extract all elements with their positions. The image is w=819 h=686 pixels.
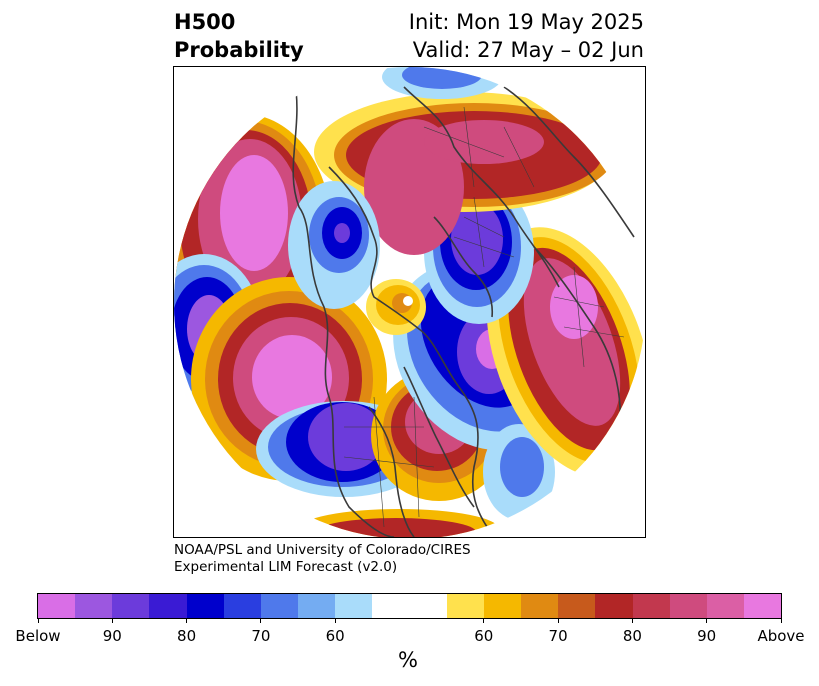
anomaly-above-europe: [486, 227, 645, 477]
colorbar-tick-mark: [37, 618, 39, 623]
colorbar-segment: [446, 594, 484, 618]
polar-map-svg: [174, 67, 645, 537]
title-line-variable: H500: [174, 10, 236, 34]
colorbar-tick-label: 90: [697, 627, 717, 645]
colorbar-segment: [335, 594, 373, 618]
colorbar-tick-mark: [706, 618, 708, 623]
colorbar-segment: [223, 594, 261, 618]
colorbar-segment: [112, 594, 150, 618]
colorbar-tick-mark: [557, 618, 559, 623]
anomaly-above-pole: [366, 279, 426, 335]
credit-text: NOAA/PSL and University of Colorado/CIRE…: [174, 542, 471, 576]
colorbar-tick-label: Above: [757, 627, 805, 645]
colorbar-tick-mark: [631, 618, 633, 623]
colorbar-segment: [38, 594, 76, 618]
map-title: H500 Probability: [174, 8, 304, 64]
colorbar-segment: [298, 594, 336, 618]
init-date: Init: Mon 19 May 2025: [408, 10, 644, 34]
valid-date: Valid: 27 May – 02 Jun: [412, 38, 644, 62]
colorbar-segment: [706, 594, 744, 618]
colorbar-tick-mark: [483, 618, 485, 623]
title-line-quantity: Probability: [174, 38, 304, 62]
colorbar-segment: [595, 594, 633, 618]
colorbar-segment: [260, 594, 299, 618]
colorbar-tick-mark: [111, 618, 113, 623]
colorbar-segment: [632, 594, 670, 618]
anomaly-below-alaska: [288, 181, 380, 309]
colorbar-tick-label: 80: [177, 627, 197, 645]
borders: [343, 106, 625, 528]
colorbar-segment: [372, 594, 410, 618]
colorbar-tick-mark: [186, 618, 188, 623]
colorbar-tick-label: Below: [15, 627, 61, 645]
coastlines: [292, 76, 635, 537]
colorbar-tick-mark: [260, 618, 262, 623]
forecast-dates: Init: Mon 19 May 2025 Valid: 27 May – 02…: [409, 8, 644, 64]
anomaly-above-south: [299, 509, 499, 537]
anomaly-above-arctic: [314, 92, 614, 255]
colorbar: [37, 593, 782, 619]
colorbar-segment: [483, 594, 522, 618]
colorbar-unit: %: [398, 648, 418, 672]
colorbar-tick-label: 90: [102, 627, 122, 645]
probability-map: [173, 66, 646, 538]
colorbar-segment: [409, 594, 447, 618]
colorbar-segment: [186, 594, 224, 618]
colorbar-tick-label: 60: [474, 627, 494, 645]
colorbar-segment: [743, 594, 782, 618]
credit-line-institution: NOAA/PSL and University of Colorado/CIRE…: [174, 542, 471, 558]
colorbar-tick-mark: [780, 618, 782, 623]
colorbar-tick-mark: [334, 618, 336, 623]
colorbar-tick-label: 70: [251, 627, 271, 645]
colorbar-tick-label: 80: [622, 627, 642, 645]
colorbar-segment: [75, 594, 113, 618]
colorbar-tick-label: 70: [548, 627, 568, 645]
colorbar-segment: [669, 594, 707, 618]
colorbar-segment: [521, 594, 559, 618]
anomaly-below-southeast: [483, 424, 555, 520]
credit-line-model: Experimental LIM Forecast (v2.0): [174, 559, 398, 575]
colorbar-segment: [149, 594, 187, 618]
colorbar-tick-label: 60: [325, 627, 345, 645]
colorbar-segment: [558, 594, 596, 618]
